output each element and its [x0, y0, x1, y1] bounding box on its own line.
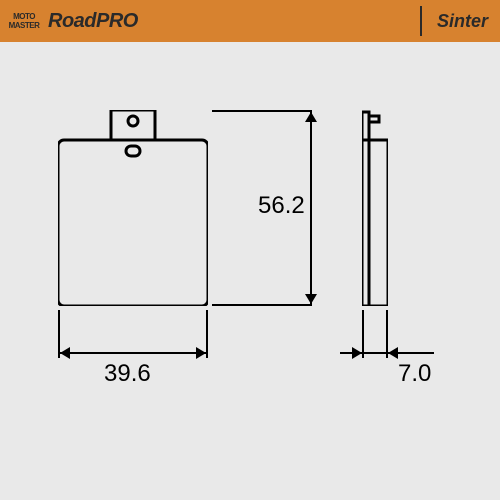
brand-group: MOTO MASTER RoadPRO	[6, 6, 138, 36]
diagram-canvas: 39.6 56.2 7.0	[0, 42, 500, 500]
thickness-value: 7.0	[398, 360, 431, 388]
brake-pad-front-view	[58, 110, 208, 306]
thick-arrow-right	[388, 347, 398, 359]
brand-prefix: Road	[48, 10, 96, 32]
header-divider	[420, 6, 422, 36]
thick-arrow-left	[352, 347, 362, 359]
height-tick-top	[212, 110, 312, 112]
width-value: 39.6	[104, 360, 151, 388]
thick-tick-left	[362, 310, 364, 358]
product-name: RoadPRO	[48, 10, 138, 33]
pad-type-label: Sinter	[437, 11, 488, 32]
brand-suffix: PRO	[96, 10, 138, 32]
width-arrow	[60, 352, 206, 354]
height-tick-bottom	[212, 304, 312, 306]
width-tick-right	[206, 310, 208, 358]
brake-pad-side-view	[362, 110, 388, 306]
height-arrow	[310, 112, 312, 304]
logo-badge: MOTO MASTER	[6, 6, 42, 36]
height-value: 56.2	[258, 192, 305, 220]
header-bar: MOTO MASTER RoadPRO Sinter	[0, 0, 500, 42]
